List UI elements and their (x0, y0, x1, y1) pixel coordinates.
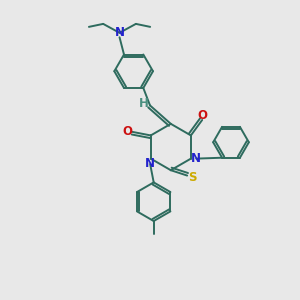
Text: S: S (188, 170, 197, 184)
Text: N: N (145, 158, 155, 170)
Text: N: N (115, 26, 124, 39)
Text: N: N (191, 152, 201, 165)
Text: O: O (197, 109, 208, 122)
Text: H: H (139, 98, 148, 110)
Text: O: O (122, 125, 132, 138)
